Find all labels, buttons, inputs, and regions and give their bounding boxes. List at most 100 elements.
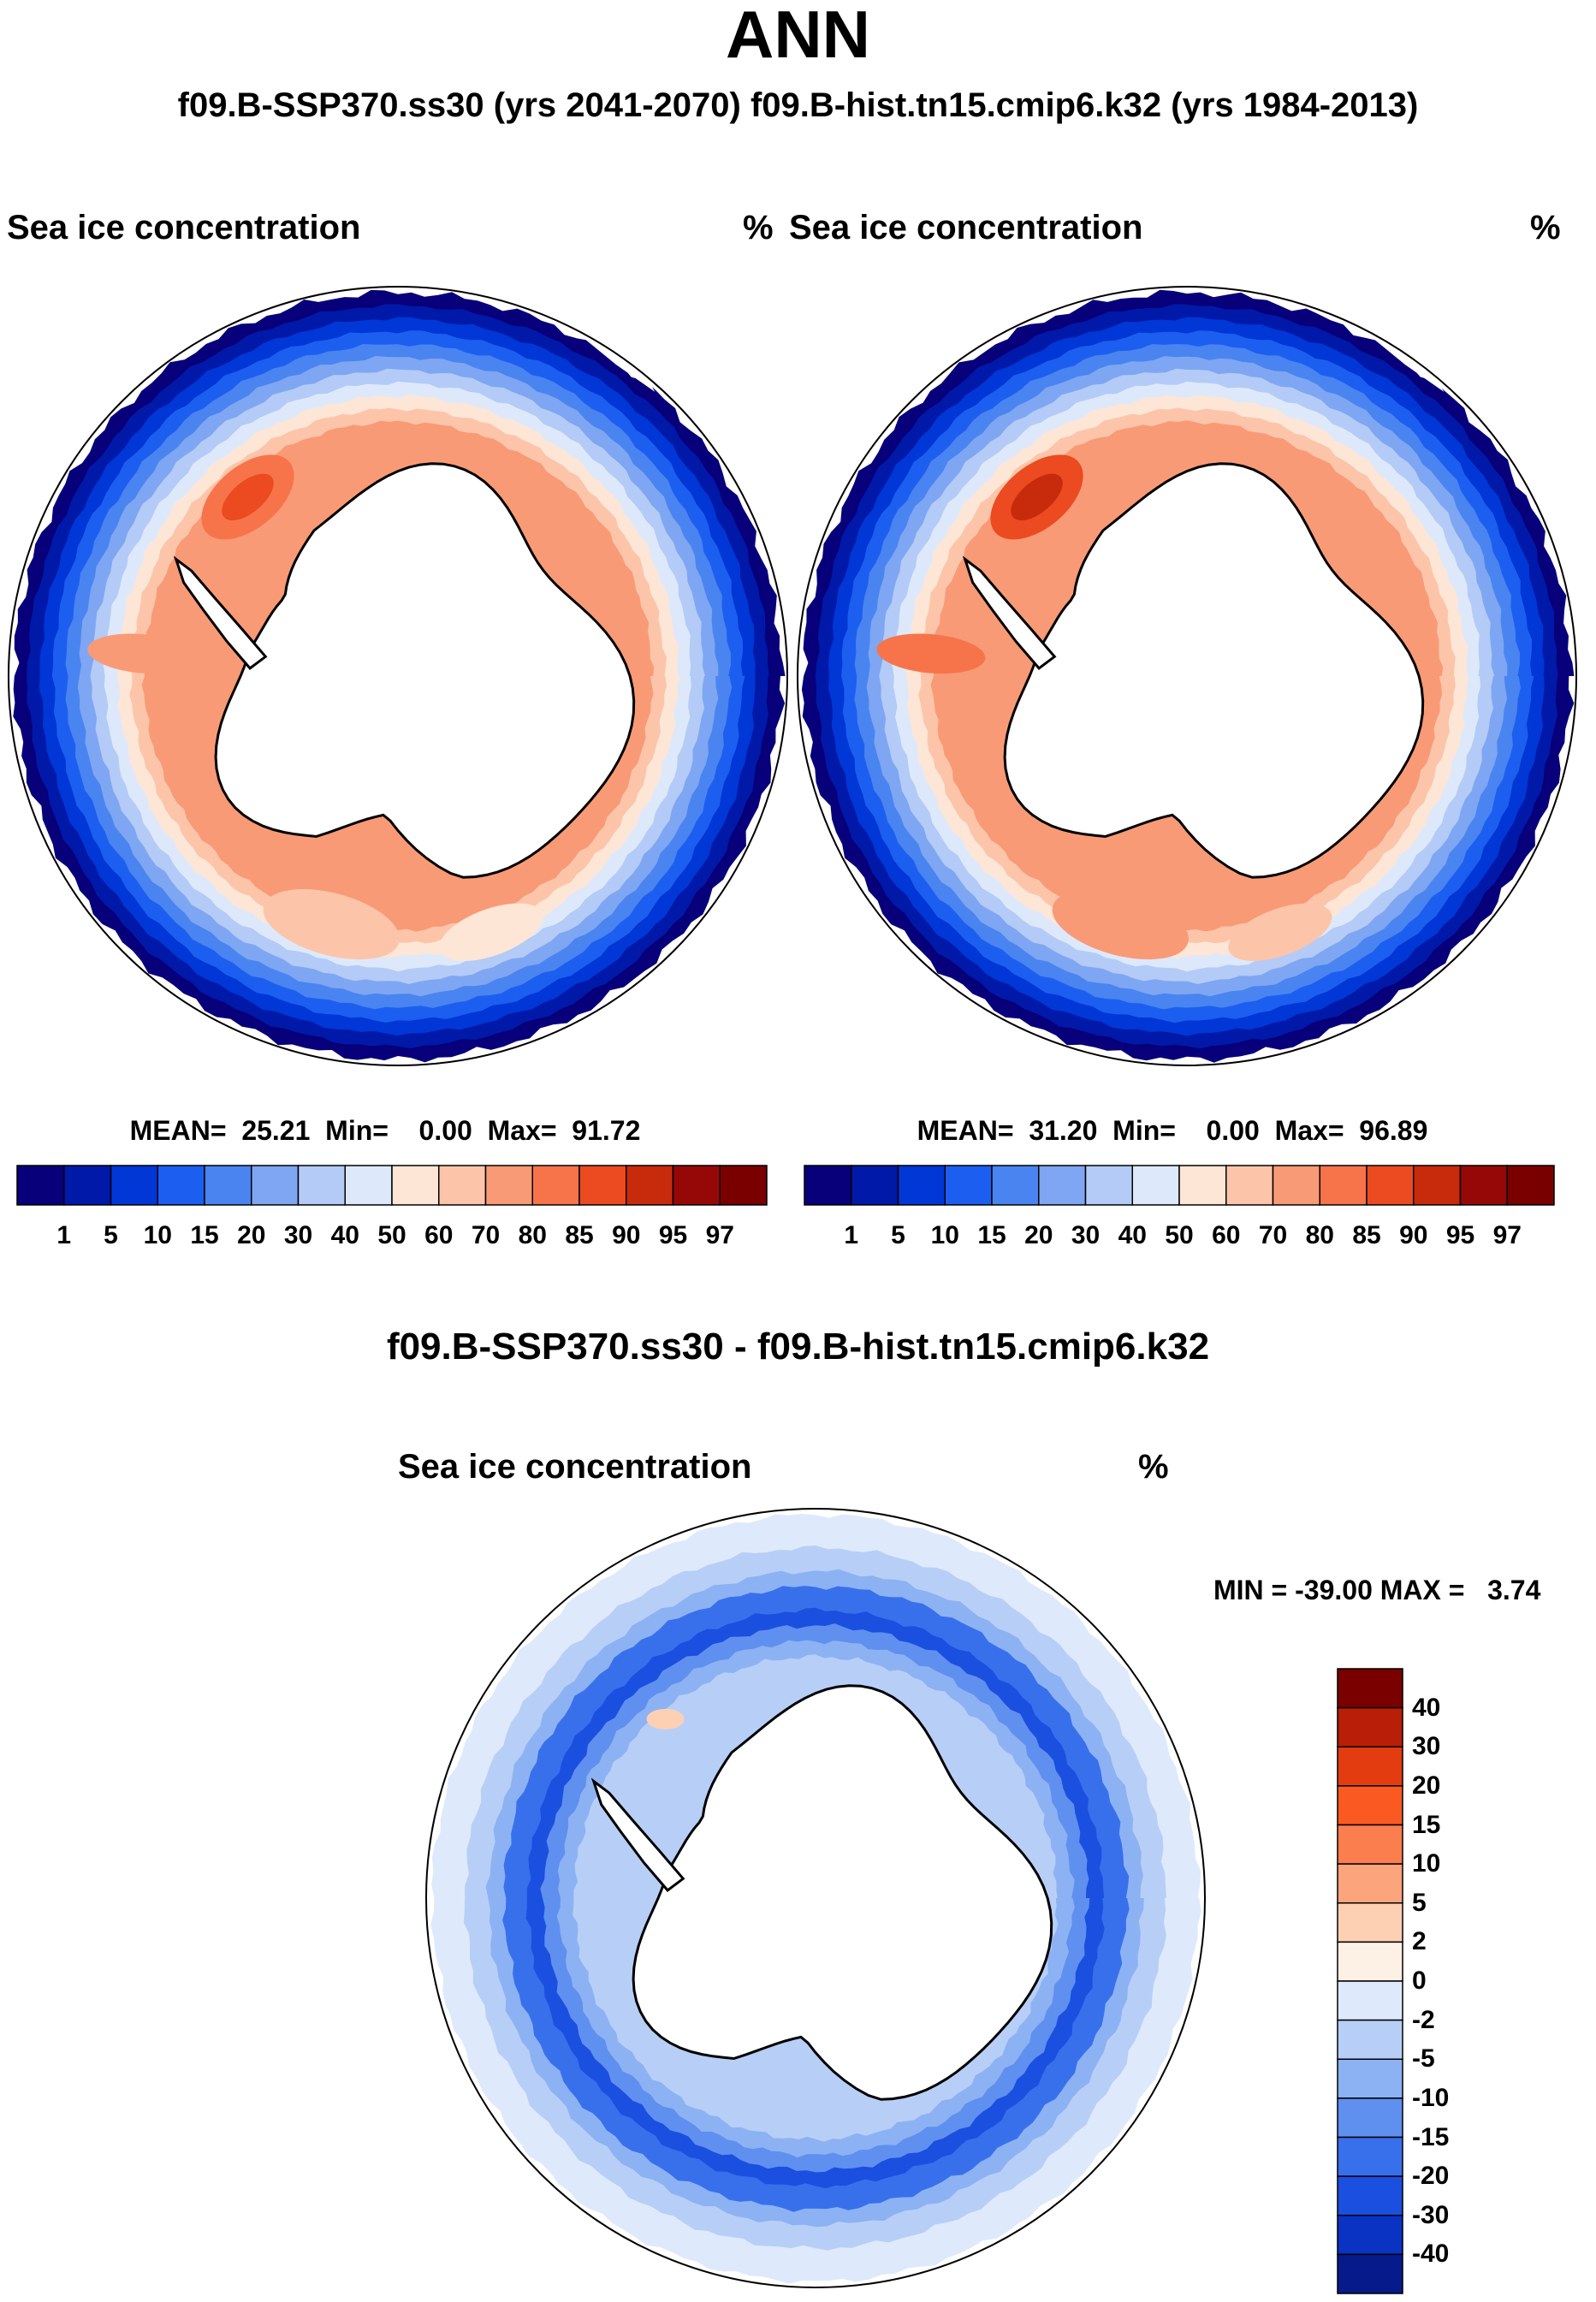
diff-colorbar-tick-label: 20 <box>1412 1771 1441 1800</box>
right-hotspot-3 <box>1052 889 1189 960</box>
figure-title: ANN <box>726 0 870 72</box>
right-colorbar-tick-label: 10 <box>930 1221 959 1249</box>
right-missing-data-area <box>1362 329 1445 392</box>
left-colorbar-swatch-7 <box>344 1165 393 1206</box>
diff-colorbar-tick-label: -20 <box>1412 2162 1450 2191</box>
right-colorbar-tick-label: 60 <box>1212 1221 1241 1249</box>
diff-map-frame <box>425 1508 1206 2288</box>
left-colorbar-swatch-9 <box>438 1165 487 1206</box>
right-colorbar-swatch-11 <box>1319 1165 1368 1206</box>
left-colorbar-tick-label: 95 <box>658 1221 688 1249</box>
right-colorbar-tick-label: 85 <box>1352 1221 1381 1249</box>
right-hotspot-2 <box>876 633 986 674</box>
right-sea-ice-map <box>797 286 1577 1066</box>
left-hotspot-4 <box>439 903 543 961</box>
left-colorbar-ticks: 1 5 10 15 20 30 40 50 60 70 80 85 90 95 97 <box>17 1222 767 1256</box>
right-hotspot-4 <box>1228 903 1332 961</box>
right-colorbar-swatch-12 <box>1366 1165 1415 1206</box>
difference-panel-variable: Sea ice concentration <box>398 1448 752 1486</box>
diff-colorbar-swatch-8 <box>1337 1980 1403 2021</box>
right-colorbar-swatch-1 <box>851 1165 899 1206</box>
diff-antarctic-peninsula <box>590 1777 685 1892</box>
right-colorbar-swatch-14 <box>1459 1165 1508 1206</box>
left-colorbar-swatch-8 <box>391 1165 440 1206</box>
right-colorbar-tick-label: 50 <box>1165 1221 1194 1249</box>
right-colorbar-swatch-9 <box>1225 1165 1274 1206</box>
left-map-frame <box>8 286 788 1066</box>
diff-colorbar-swatch-13 <box>1337 2175 1403 2216</box>
right-antarctic-peninsula <box>962 555 1057 670</box>
difference-title: f09.B-SSP370.ss30 - f09.B-hist.tn15.cmip… <box>386 1326 1210 1368</box>
left-colorbar-swatch-10 <box>484 1165 533 1206</box>
left-colorbar-swatch-14 <box>672 1165 721 1206</box>
right-colorbar-tick-label: 1 <box>844 1221 859 1249</box>
left-colorbar-tick-label: 90 <box>612 1221 641 1249</box>
left-hotspot-3 <box>263 889 400 960</box>
left-colorbar <box>16 1165 768 1206</box>
diff-colorbar-swatch-0 <box>1337 1668 1403 1709</box>
left-colorbar-swatch-2 <box>110 1165 158 1206</box>
left-colorbar-tick-label: 15 <box>190 1221 219 1249</box>
diff-colorbar-swatch-15 <box>1337 2253 1403 2294</box>
diff-colorbar-tick-label: 15 <box>1412 1810 1441 1839</box>
difference-sea-ice-map <box>425 1508 1206 2288</box>
left-colorbar-tick-label: 60 <box>424 1221 454 1249</box>
difference-colorbar <box>1337 1668 1403 2294</box>
diff-colorbar-tick-label: 0 <box>1412 1967 1427 1995</box>
diff-colorbar-tick-label: -15 <box>1412 2122 1450 2151</box>
right-colorbar-swatch-3 <box>944 1165 993 1206</box>
left-colorbar-tick-label: 30 <box>283 1221 313 1249</box>
diff-antarctica-continent <box>632 1684 1053 2101</box>
diff-colorbar-tick-label: -10 <box>1412 2083 1450 2112</box>
figure-subtitle: f09.B-SSP370.ss30 (yrs 2041-2070) f09.B-… <box>177 86 1419 124</box>
right-colorbar-swatch-6 <box>1084 1165 1133 1206</box>
diff-colorbar-tick-label: -2 <box>1412 2005 1435 2034</box>
right-colorbar-tick-label: 15 <box>977 1221 1006 1249</box>
diff-colorbar-swatch-5 <box>1337 1863 1403 1904</box>
left-panel-stats: MEAN= 25.21 Min= 0.00 Max= 91.72 <box>129 1115 641 1146</box>
diff-colorbar-tick-label: 2 <box>1412 1927 1427 1956</box>
difference-colorbar-ticks: 40 30 20 15 10 5 2 0 -2 -5 -10 -15 -20 -30 -40 <box>1412 1669 1498 2293</box>
diff-colorbar-swatch-7 <box>1337 1941 1403 1982</box>
diff-colorbar-swatch-1 <box>1337 1706 1403 1747</box>
diff-colorbar-swatch-4 <box>1337 1824 1403 1865</box>
right-colorbar-tick-label: 80 <box>1305 1221 1334 1249</box>
right-colorbar-tick-label: 97 <box>1492 1221 1522 1249</box>
diff-colorbar-tick-label: 5 <box>1412 1888 1427 1917</box>
left-colorbar-tick-label: 1 <box>56 1221 72 1249</box>
right-colorbar-swatch-2 <box>897 1165 946 1206</box>
right-colorbar-tick-label: 95 <box>1445 1221 1475 1249</box>
right-colorbar-swatch-5 <box>1038 1165 1087 1206</box>
right-panel-variable: Sea ice concentration <box>789 209 1143 246</box>
diff-colorbar-swatch-6 <box>1337 1902 1403 1943</box>
left-hotspot-2 <box>87 633 197 674</box>
left-colorbar-tick-label: 97 <box>705 1221 734 1249</box>
diff-colorbar-swatch-14 <box>1337 2215 1403 2256</box>
left-panel-units: % <box>743 209 774 246</box>
left-colorbar-tick-label: 10 <box>143 1221 172 1249</box>
left-panel-variable: Sea ice concentration <box>7 209 361 246</box>
left-colorbar-tick-label: 20 <box>237 1221 266 1249</box>
diff-colorbar-tick-label: 10 <box>1412 1849 1441 1878</box>
diff-colorbar-swatch-3 <box>1337 1785 1403 1826</box>
right-colorbar-tick-label: 20 <box>1024 1221 1053 1249</box>
diff-colorbar-tick-label: -5 <box>1412 2044 1435 2074</box>
diff-colorbar-swatch-12 <box>1337 2136 1403 2177</box>
left-colorbar-swatch-4 <box>204 1165 252 1206</box>
left-colorbar-swatch-6 <box>297 1165 346 1206</box>
right-colorbar-swatch-10 <box>1272 1165 1320 1206</box>
left-colorbar-tick-label: 5 <box>104 1221 118 1249</box>
right-panel-stats: MEAN= 31.20 Min= 0.00 Max= 96.89 <box>917 1115 1428 1146</box>
right-colorbar-ticks: 1 5 10 15 20 30 40 50 60 70 80 85 90 95 97 <box>804 1222 1554 1256</box>
left-hotspot-1 <box>222 473 274 521</box>
difference-panel-stats: MIN = -39.00 MAX = 3.74 <box>1213 1575 1541 1605</box>
diff-colorbar-tick-label: -40 <box>1412 2240 1450 2269</box>
right-colorbar-tick-label: 70 <box>1258 1221 1288 1249</box>
left-colorbar-tick-label: 80 <box>518 1221 547 1249</box>
left-colorbar-swatch-3 <box>157 1165 205 1206</box>
diff-colorbar-tick-label: 40 <box>1412 1693 1441 1722</box>
right-colorbar-swatch-8 <box>1178 1165 1227 1206</box>
difference-panel-units: % <box>1138 1448 1169 1486</box>
right-colorbar-swatch-13 <box>1413 1165 1462 1206</box>
diff-positive-patch <box>646 1708 685 1729</box>
